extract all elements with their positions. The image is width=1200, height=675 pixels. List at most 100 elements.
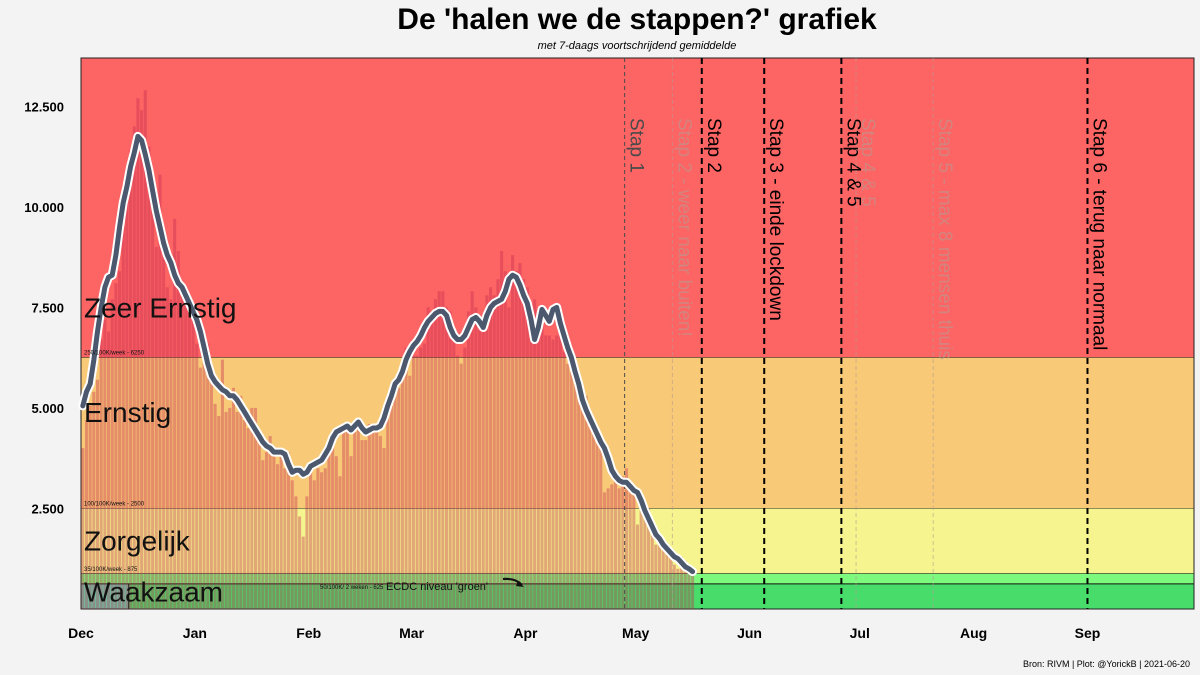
daily-bar <box>599 448 603 609</box>
daily-bar <box>371 432 375 609</box>
average-line <box>80 133 696 575</box>
step-label: Stap 3 - einde lockdown <box>765 118 786 321</box>
daily-bar <box>635 524 640 609</box>
daily-bar <box>264 452 269 609</box>
daily-bar <box>573 367 577 609</box>
daily-bar <box>356 428 360 609</box>
daily-bar <box>316 468 320 609</box>
daily-bar <box>393 391 397 609</box>
step-label: Stap 4 & 5 <box>857 118 878 207</box>
daily-bar <box>591 419 595 609</box>
zone-threshold-label: 100/100K/week - 2500 <box>84 501 145 507</box>
daily-bar <box>331 432 335 609</box>
rolling-average-line <box>78 131 698 577</box>
daily-bar <box>658 536 662 609</box>
daily-bar <box>242 419 246 609</box>
daily-bar <box>147 146 151 609</box>
step-label: Stap 5 - max 8 mensen thuis <box>934 118 955 360</box>
x-tick-label: Jan <box>183 625 207 641</box>
daily-bar <box>459 363 463 609</box>
daily-bar <box>198 367 202 609</box>
chart-title: De 'halen we de stappen?' grafiek <box>397 3 877 36</box>
daily-bar <box>555 335 559 609</box>
daily-bar <box>577 375 581 609</box>
daily-bar <box>672 564 676 609</box>
daily-bar <box>426 307 430 609</box>
daily-bar <box>323 468 327 609</box>
daily-bar <box>411 355 415 609</box>
zone-band <box>81 508 1194 574</box>
daily-bar <box>349 456 353 609</box>
daily-bar <box>173 218 177 609</box>
daily-bar <box>415 355 419 609</box>
daily-bar <box>646 508 651 609</box>
daily-bar <box>143 90 147 610</box>
daily-bar <box>84 419 89 609</box>
daily-bar <box>220 359 224 609</box>
step-label: Stap 6 - terug naar normaal <box>1088 118 1109 350</box>
x-tick-label: Mar <box>399 625 424 641</box>
daily-bars <box>81 90 695 610</box>
daily-bar <box>691 572 695 609</box>
step-label: Stap 4 & 5 <box>842 118 863 207</box>
daily-bar <box>209 367 213 609</box>
zone-threshold-label: 35/100K/week - 875 <box>84 567 138 573</box>
x-tick-label: Sep <box>1075 625 1101 641</box>
daily-bar <box>643 516 647 609</box>
y-tick-label: 2.500 <box>31 501 64 516</box>
daily-bar <box>275 464 280 609</box>
daily-bar <box>367 423 371 609</box>
daily-bar <box>287 452 291 609</box>
step-label: Stap 2 - weer naar buiten! <box>673 118 694 337</box>
daily-bar <box>485 295 489 609</box>
daily-bar <box>448 311 452 609</box>
daily-bar <box>525 287 529 609</box>
y-tick-label: 7.500 <box>31 300 64 315</box>
daily-bar <box>408 375 412 609</box>
y-tick-label: 12.500 <box>24 99 64 114</box>
daily-bar <box>353 432 357 609</box>
daily-bar <box>489 287 493 609</box>
daily-bar <box>342 428 346 609</box>
daily-bar <box>327 448 331 609</box>
daily-bar <box>496 279 500 609</box>
daily-bar <box>345 428 349 609</box>
daily-bar <box>441 291 445 609</box>
daily-bar <box>253 407 258 609</box>
chart-subtitle: met 7-daags voortschrijdend gemiddelde <box>538 40 737 52</box>
daily-bar <box>595 428 599 609</box>
daily-bar <box>536 307 540 609</box>
daily-bar <box>298 516 302 609</box>
zone-label: Zeer Ernstig <box>84 292 237 323</box>
daily-bar <box>165 287 169 609</box>
daily-bar <box>397 387 401 609</box>
x-tick-label: Aug <box>960 625 987 641</box>
daily-bar <box>613 472 617 609</box>
daily-bar <box>419 347 423 609</box>
daily-bar <box>191 315 195 609</box>
daily-bar <box>463 347 467 609</box>
daily-bar <box>474 307 478 609</box>
daily-bar <box>621 476 625 609</box>
daily-bar <box>162 226 166 609</box>
daily-bar <box>632 492 636 609</box>
daily-bar <box>125 186 129 609</box>
daily-bar <box>602 492 606 609</box>
daily-bar <box>533 299 537 609</box>
x-tick-label: Apr <box>513 625 538 641</box>
zone-label: Zorgelijk <box>84 526 191 557</box>
daily-bar <box>518 263 522 609</box>
zone-threshold-label: 250/100K/week - 6250 <box>84 351 145 357</box>
daily-bar <box>507 307 511 609</box>
daily-bar <box>132 126 136 610</box>
daily-bar <box>639 504 643 609</box>
ecdc-arrowhead <box>516 581 524 587</box>
daily-bar <box>250 407 254 609</box>
daily-bar <box>378 436 382 609</box>
daily-bar <box>95 379 100 609</box>
daily-bar <box>665 552 669 609</box>
daily-bar <box>110 299 114 609</box>
daily-bar <box>338 476 342 609</box>
daily-bar <box>404 347 408 609</box>
daily-bar <box>103 319 107 609</box>
